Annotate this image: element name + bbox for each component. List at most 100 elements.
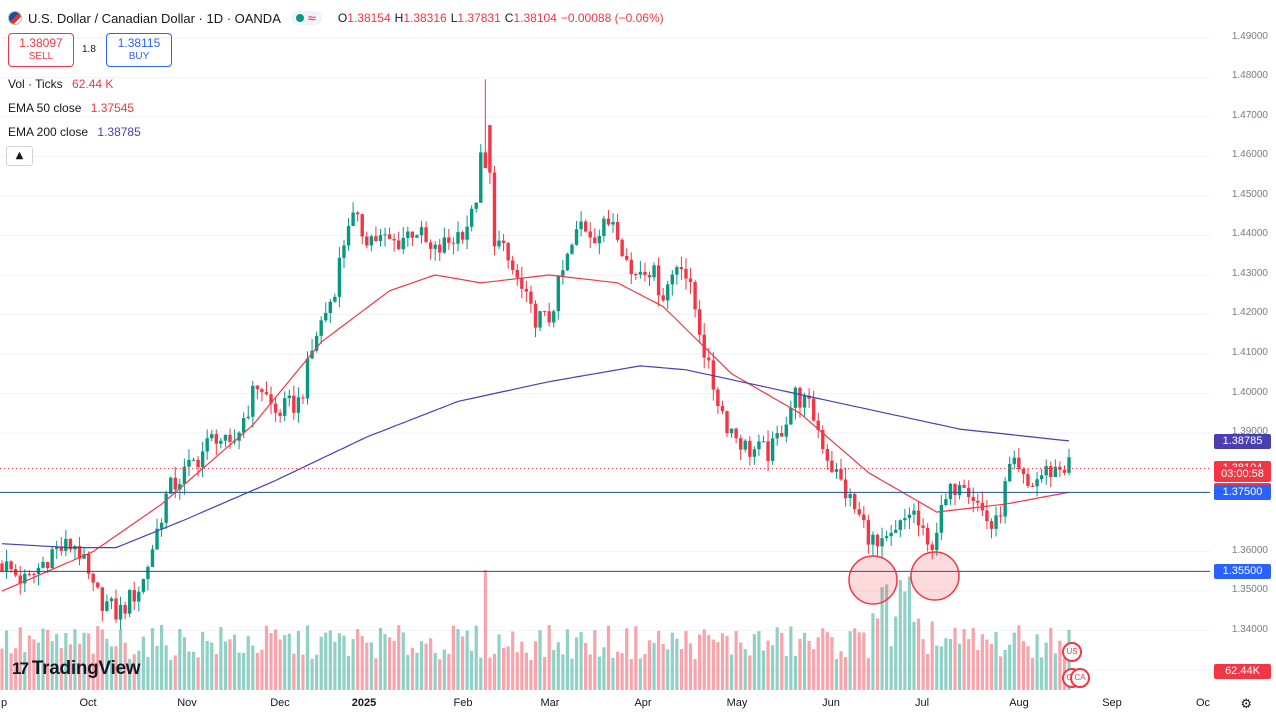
volume-bar xyxy=(752,634,756,690)
ema50-legend[interactable]: EMA 50 close 1.37545 xyxy=(8,101,135,115)
candle xyxy=(912,503,916,524)
candle xyxy=(401,227,405,254)
candle-body xyxy=(337,257,342,297)
volume-bar xyxy=(584,642,588,690)
candle-body xyxy=(1053,466,1058,477)
candle-body xyxy=(1039,475,1044,480)
volume-bar xyxy=(798,638,802,690)
candle xyxy=(9,560,13,573)
volume-bar xyxy=(543,656,547,690)
volume-bar xyxy=(793,655,798,690)
candle-body xyxy=(834,469,839,472)
candle xyxy=(4,549,9,579)
candle xyxy=(178,478,182,500)
candle-body xyxy=(789,407,793,425)
candle-body xyxy=(807,395,811,399)
volume-bar xyxy=(401,632,405,690)
candle-body xyxy=(583,221,588,232)
volume-bar xyxy=(324,632,328,690)
candle xyxy=(583,219,588,233)
symbol-title[interactable]: U.S. Dollar / Canadian Dollar · 1D · OAN… xyxy=(28,10,281,26)
ema200-legend[interactable]: EMA 200 close 1.38785 xyxy=(8,125,141,139)
candle xyxy=(433,240,437,261)
volume-bar xyxy=(287,633,291,690)
candle xyxy=(1062,465,1067,476)
candle-body xyxy=(41,562,45,568)
candle-body xyxy=(210,434,214,439)
buy-button[interactable]: 1.38115 BUY xyxy=(106,33,172,67)
candle-body xyxy=(109,598,114,602)
market-status[interactable]: ≈ xyxy=(290,11,322,25)
candle xyxy=(447,229,451,251)
volume-bar xyxy=(383,634,387,690)
volume-bar xyxy=(1040,657,1044,690)
candle xyxy=(935,522,939,556)
volume-bar xyxy=(657,630,661,690)
tradingview-logo[interactable]: 17 TradingView xyxy=(12,658,141,679)
price-tick-label: 1.46000 xyxy=(1231,149,1268,161)
spread-value: 1.8 xyxy=(82,44,96,55)
volume-bar xyxy=(210,642,214,690)
candle-body xyxy=(634,274,638,276)
volume-bar xyxy=(237,652,241,690)
volume-bar xyxy=(638,658,642,690)
volume-bar xyxy=(59,647,63,690)
volume-bar xyxy=(666,649,670,690)
volume-bar xyxy=(260,649,264,690)
price-tick-label: 1.35000 xyxy=(1231,584,1268,596)
candle xyxy=(1008,456,1012,483)
candle xyxy=(501,233,506,252)
volume-bar xyxy=(802,632,807,690)
candle xyxy=(925,523,930,552)
collapse-legend-button[interactable]: ▲ xyxy=(6,146,33,166)
ca-event-flag-icon-2[interactable]: CA xyxy=(1070,668,1090,688)
candle xyxy=(775,425,779,446)
candle-body xyxy=(296,397,301,413)
candle xyxy=(305,351,310,405)
us-event-flag-icon[interactable]: US xyxy=(1062,642,1082,662)
volume-bar xyxy=(1008,644,1012,690)
candle xyxy=(355,210,360,222)
candle-body xyxy=(342,245,346,258)
price-tick-label: 1.39000 xyxy=(1231,426,1268,438)
candle-body xyxy=(515,269,519,278)
volume-indicator-legend[interactable]: Vol · Ticks 62.44 K xyxy=(8,77,114,91)
candle-body xyxy=(647,275,652,278)
candle xyxy=(780,425,784,437)
candle xyxy=(59,537,63,556)
time-tick-label: p xyxy=(0,697,8,709)
candle xyxy=(269,386,273,415)
candle xyxy=(296,387,301,423)
candle xyxy=(333,293,337,303)
candle xyxy=(1030,482,1035,487)
candle-body xyxy=(862,514,866,521)
candle xyxy=(387,227,392,240)
candle-body xyxy=(392,239,396,241)
candle xyxy=(100,587,105,622)
candle-body xyxy=(743,440,747,450)
candle-body xyxy=(187,459,191,467)
candle xyxy=(483,79,488,169)
candle-body xyxy=(611,222,615,225)
candle-body xyxy=(962,485,966,488)
highlight-circle xyxy=(848,555,898,605)
candle xyxy=(957,481,962,500)
sell-button[interactable]: 1.38097 SELL xyxy=(8,33,74,67)
settings-gear-icon[interactable]: ⚙ xyxy=(1240,697,1252,712)
candle-body xyxy=(96,582,100,588)
candle-body xyxy=(283,398,287,416)
volume-bar xyxy=(55,633,59,690)
candle xyxy=(602,215,606,243)
volume-bar xyxy=(807,640,811,690)
candle xyxy=(866,514,871,554)
candle-body xyxy=(811,398,816,421)
volume-bar xyxy=(894,616,898,690)
candle-body xyxy=(319,320,323,336)
candle xyxy=(666,280,670,310)
candle xyxy=(821,425,825,454)
candle-body xyxy=(821,430,825,450)
candle-body xyxy=(752,449,757,457)
candle xyxy=(670,270,674,296)
candle-body xyxy=(132,589,136,602)
